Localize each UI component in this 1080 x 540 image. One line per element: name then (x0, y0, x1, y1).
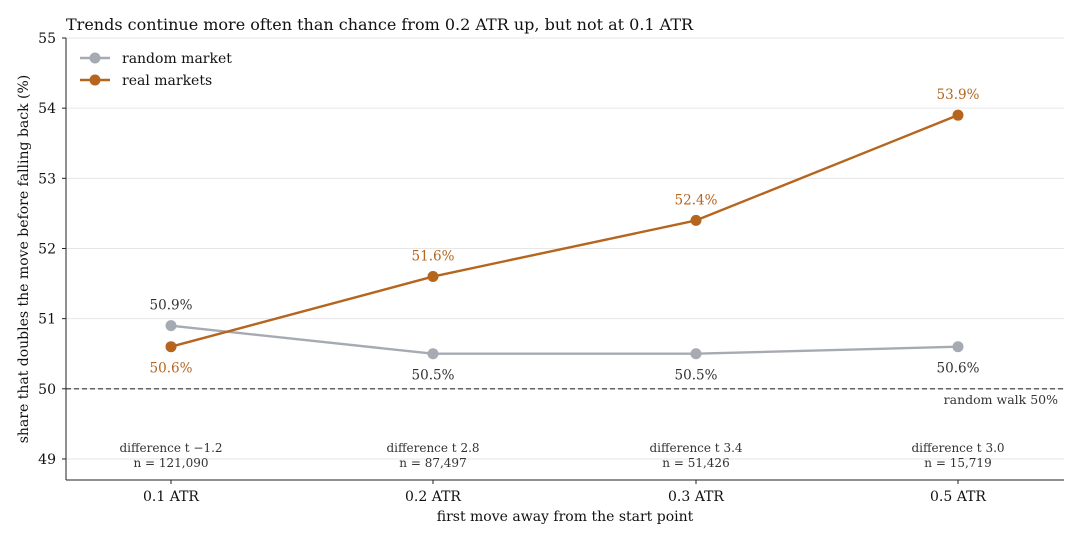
x-tick-label: 0.2 ATR (405, 489, 461, 505)
data-label: 52.4% (675, 192, 718, 208)
data-point (165, 320, 177, 332)
stat-difference: difference t 3.0 (911, 441, 1004, 455)
data-point (427, 271, 439, 283)
legend-marker (89, 74, 101, 86)
reference-line-label: random walk 50% (944, 392, 1058, 407)
x-axis-title: first move away from the start point (437, 509, 694, 525)
x-tick-label: 0.5 ATR (930, 489, 986, 505)
y-tick-label: 50 (38, 382, 56, 398)
y-tick-label: 55 (38, 31, 56, 47)
chart-title: Trends continue more often than chance f… (66, 15, 694, 34)
y-tick-label: 51 (38, 312, 56, 328)
stat-n: n = 121,090 (133, 456, 208, 470)
stat-difference: difference t 2.8 (386, 441, 479, 455)
data-label: 53.9% (937, 87, 980, 103)
stat-difference: difference t −1.2 (119, 441, 222, 455)
data-point (952, 341, 964, 353)
y-axis-title: share that doubles the move before falli… (16, 75, 32, 444)
y-tick-label: 49 (38, 452, 56, 468)
series-line (170, 114, 959, 348)
x-tick-label: 0.3 ATR (668, 489, 724, 505)
y-tick-label: 53 (38, 171, 56, 187)
stat-difference: difference t 3.4 (649, 441, 742, 455)
grid (66, 37, 1064, 460)
stat-n: n = 15,719 (924, 456, 991, 470)
data-label: 51.6% (412, 249, 455, 265)
y-tick-label: 54 (38, 101, 56, 117)
axes: 49 50 51 52 53 54 55 0.1 ATR 0.2 ATR 0.3 ATR 0.5 A… (38, 31, 1064, 505)
data-point (427, 348, 439, 360)
data-point (165, 341, 177, 353)
y-tick-label: 52 (38, 241, 56, 257)
data-point (690, 348, 702, 360)
stat-n: n = 87,497 (399, 456, 466, 470)
data-label: 50.5% (412, 368, 455, 384)
data-label: 50.9% (150, 298, 193, 314)
legend: random market real markets (80, 51, 232, 89)
series-line (170, 324, 959, 355)
data-label: 50.6% (937, 361, 980, 377)
legend-label: random market (122, 51, 232, 67)
stats-annotations: difference t −1.2n = 121,090 difference t… (119, 441, 1004, 470)
legend-marker (89, 52, 101, 64)
data-label: 50.6% (150, 361, 193, 377)
series-group (165, 109, 964, 360)
data-labels: 50.9% 50.5% 50.5% 50.6% 50.6% 51.6% 52.4% 53.9% (150, 87, 980, 384)
legend-label: real markets (122, 73, 212, 89)
data-point (690, 214, 702, 226)
reference-line-group: random walk 50% (66, 388, 1064, 407)
data-point (952, 109, 964, 121)
data-label: 50.5% (675, 368, 718, 384)
x-tick-label: 0.1 ATR (143, 489, 199, 505)
stat-n: n = 51,426 (662, 456, 729, 470)
